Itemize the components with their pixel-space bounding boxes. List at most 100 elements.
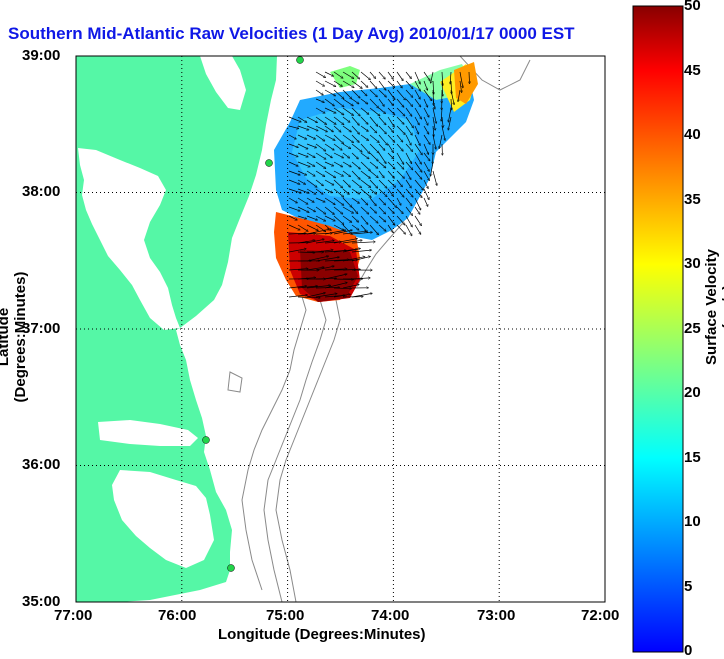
velocity-vector <box>414 152 421 164</box>
velocity-vector <box>387 224 393 232</box>
velocity-vector <box>315 161 326 168</box>
velocity-vector <box>387 98 393 105</box>
velocity-vector <box>342 98 353 106</box>
velocity-vector <box>414 71 420 84</box>
colorbar-tick: 30 <box>684 255 701 272</box>
velocity-vector <box>369 161 378 168</box>
velocity-vector <box>351 242 375 244</box>
velocity-vector <box>288 286 306 289</box>
velocity-vector <box>360 125 368 131</box>
velocity-vector <box>324 283 347 289</box>
velocity-vector <box>324 98 334 106</box>
velocity-vector <box>324 260 349 262</box>
velocity-vector <box>378 224 386 231</box>
velocity-vector <box>351 278 370 279</box>
velocity-vector <box>288 116 301 122</box>
velocity-vector <box>369 71 376 78</box>
velocity-vector <box>414 98 421 107</box>
colorbar-tick: 50 <box>684 0 701 14</box>
velocity-vector <box>306 285 330 289</box>
velocity-vector <box>405 179 411 188</box>
velocity-vector <box>432 107 436 123</box>
velocity-vector <box>458 89 461 101</box>
x-tick-label: 72:00 <box>581 607 620 624</box>
velocity-vector <box>333 152 343 158</box>
velocity-vector <box>342 143 351 149</box>
velocity-vector <box>315 215 325 221</box>
velocity-vector <box>414 125 419 134</box>
velocity-vector <box>333 71 343 78</box>
velocity-vector <box>387 161 395 169</box>
velocity-vector <box>315 107 325 113</box>
velocity-vector <box>324 230 346 235</box>
velocity-vector <box>369 206 376 213</box>
velocity-vector <box>360 170 370 178</box>
velocity-vector <box>342 107 353 115</box>
velocity-vector <box>459 71 463 88</box>
velocity-vector <box>306 215 317 220</box>
velocity-vector <box>414 80 420 91</box>
colorbar <box>632 5 684 653</box>
velocity-vector <box>306 170 315 176</box>
station-marker <box>227 564 235 572</box>
velocity-vector <box>324 71 333 76</box>
velocity-vector <box>315 116 326 124</box>
velocity-vector <box>369 188 376 194</box>
velocity-vector <box>333 116 344 125</box>
velocity-vector <box>333 224 344 230</box>
velocity-vector <box>297 179 305 184</box>
velocity-vector <box>342 257 365 262</box>
velocity-vector <box>396 107 405 116</box>
velocity-vector <box>333 161 342 167</box>
velocity-vector <box>414 197 421 210</box>
velocity-vector <box>324 89 335 96</box>
velocity-vector <box>414 161 422 172</box>
velocity-vector <box>378 161 386 168</box>
velocity-vector <box>351 71 359 79</box>
velocity-vector <box>297 152 308 157</box>
velocity-vector <box>288 134 296 139</box>
velocity-vector <box>405 152 412 163</box>
velocity-vector <box>423 80 427 90</box>
velocity-vector <box>315 266 334 271</box>
velocity-vector <box>378 197 385 205</box>
velocity-vector <box>378 188 387 197</box>
velocity-vector <box>360 98 368 104</box>
velocity-vector <box>414 134 420 145</box>
velocity-vector <box>297 125 309 130</box>
velocity-vector <box>324 274 347 280</box>
velocity-vector <box>387 80 395 87</box>
velocity-vector <box>333 288 351 289</box>
velocity-vector <box>360 188 371 197</box>
velocity-vector <box>306 256 328 262</box>
velocity-vector <box>288 249 306 253</box>
velocity-vector <box>414 89 420 99</box>
y-tick-label: 37:00 <box>22 320 61 337</box>
station-marker <box>265 159 273 167</box>
velocity-vector <box>342 170 350 177</box>
velocity-vector <box>360 143 370 153</box>
velocity-vector <box>369 80 377 88</box>
velocity-vector <box>351 89 360 98</box>
velocity-vector <box>433 125 434 136</box>
velocity-vector <box>351 293 372 298</box>
velocity-vector <box>315 152 326 159</box>
velocity-vector <box>333 170 343 176</box>
colorbar-tick: 10 <box>684 513 701 530</box>
velocity-vector <box>442 116 443 127</box>
velocity-vector <box>396 206 403 214</box>
velocity-vector <box>342 89 352 99</box>
velocity-vector <box>405 107 412 116</box>
velocity-vector <box>333 215 344 224</box>
y-tick-label: 36:00 <box>22 456 61 473</box>
velocity-vector <box>333 206 343 214</box>
velocity-vector <box>405 215 412 227</box>
velocity-vector <box>387 179 395 187</box>
velocity-vector <box>324 107 336 113</box>
velocity-vector <box>333 188 344 197</box>
velocity-vector <box>333 89 344 99</box>
velocity-vector <box>351 206 358 214</box>
velocity-vector <box>342 215 352 222</box>
velocity-vector <box>351 250 371 253</box>
velocity-vector <box>387 107 395 115</box>
